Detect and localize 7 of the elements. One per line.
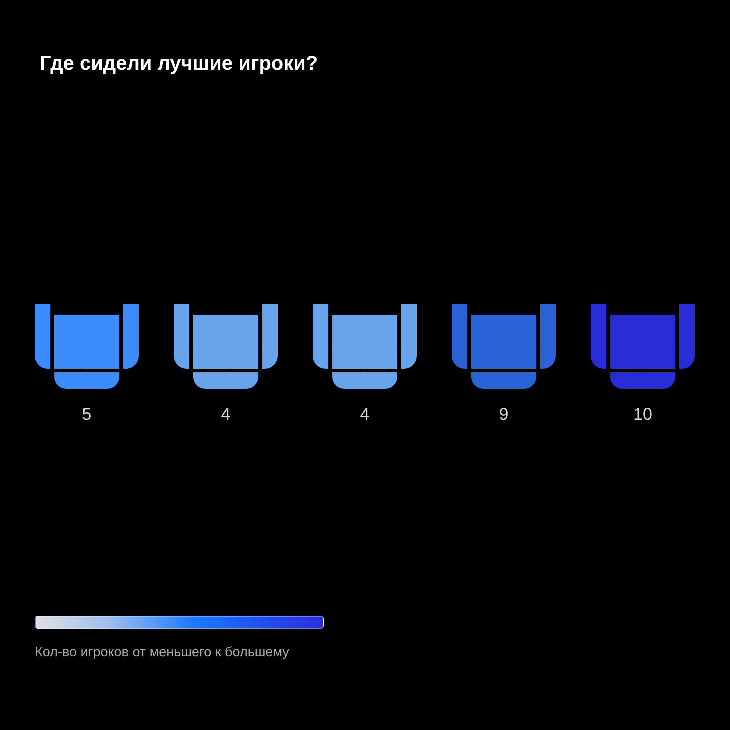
data-label: 10 <box>634 405 652 424</box>
data-label: 4 <box>221 405 231 424</box>
text: Где сидели лучшие игроки? <box>40 53 318 75</box>
color-bar-title: Кол-во игроков от меньшего к большему <box>35 644 290 660</box>
data-label: 9 <box>499 405 509 424</box>
data-label: 5 <box>82 405 92 424</box>
data-label: 4 <box>360 405 370 424</box>
